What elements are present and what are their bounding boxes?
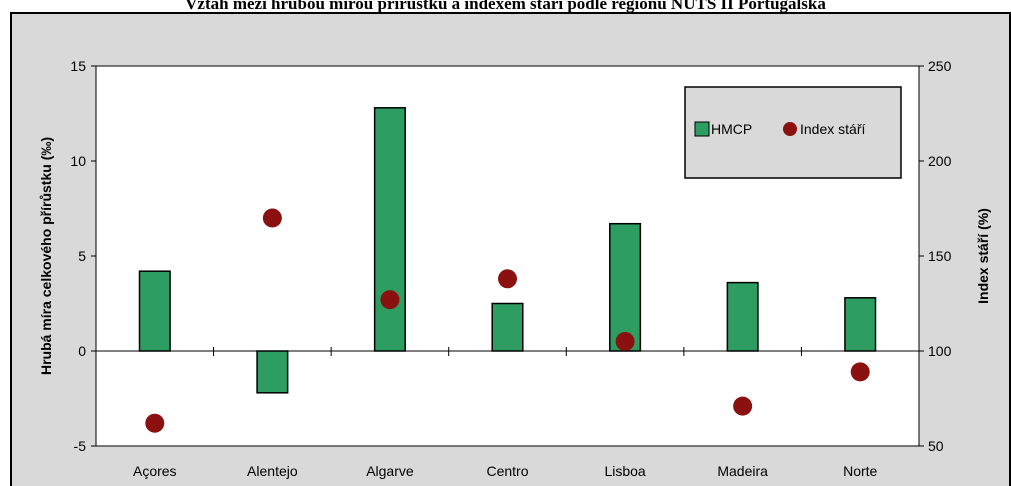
y-tick-label: -5: [74, 438, 87, 454]
legend: HMCP Index stáří: [684, 86, 902, 179]
legend-label-index-stari: Index stáří: [800, 121, 865, 137]
y-tick-label: 0: [78, 343, 86, 359]
point-index-stari: [380, 290, 400, 310]
point-index-stari: [498, 269, 517, 289]
x-tick-label: Alentejo: [247, 463, 298, 479]
axes: Açores Alentejo Algarve Centro Lisboa Madeira…: [70, 58, 951, 479]
y2-tick-label: 200: [928, 153, 952, 169]
legend-swatch-index-stari: [783, 122, 797, 136]
x-tick-label: Açores: [133, 463, 177, 479]
bar-hmcp: [138, 270, 171, 352]
point-series: [145, 208, 870, 433]
bar-hmcp: [256, 350, 289, 394]
x-tick-label: Lisboa: [604, 463, 645, 479]
point-index-stari: [733, 396, 753, 416]
x-tick-label: Algarve: [366, 463, 414, 479]
chart-title: Vztah mezi hrubou mírou přírůstku a inde…: [185, 0, 826, 13]
x-tick-label: Madeira: [717, 463, 768, 479]
y2-tick-label: 150: [928, 248, 952, 264]
point-index-stari: [145, 413, 165, 433]
bar-hmcp: [726, 281, 759, 352]
y-axis-title: Hrubá míra celkového přírůstku (‰): [38, 137, 54, 375]
legend-label-hmcp: HMCP: [711, 121, 752, 137]
point-index-stari: [615, 332, 635, 351]
x-tick-label: Centro: [486, 463, 528, 479]
bar-hmcp: [491, 302, 524, 352]
y2-tick-label: 100: [928, 343, 952, 359]
bar-hmcp: [844, 297, 877, 352]
point-index-stari: [262, 208, 282, 228]
y-tick-label: 15: [70, 58, 86, 74]
y2-tick-label: 250: [928, 58, 952, 74]
x-tick-label: Norte: [843, 463, 877, 479]
y-tick-label: 5: [78, 248, 86, 264]
bar-hmcp: [609, 222, 642, 352]
y-tick-label: 10: [70, 153, 86, 169]
y2-tick-label: 50: [928, 438, 944, 454]
bar-hmcp: [373, 107, 406, 352]
point-index-stari: [850, 362, 870, 382]
legend-swatch-hmcp: [694, 121, 710, 137]
y2-axis-title: Index stáří (%): [975, 208, 991, 304]
